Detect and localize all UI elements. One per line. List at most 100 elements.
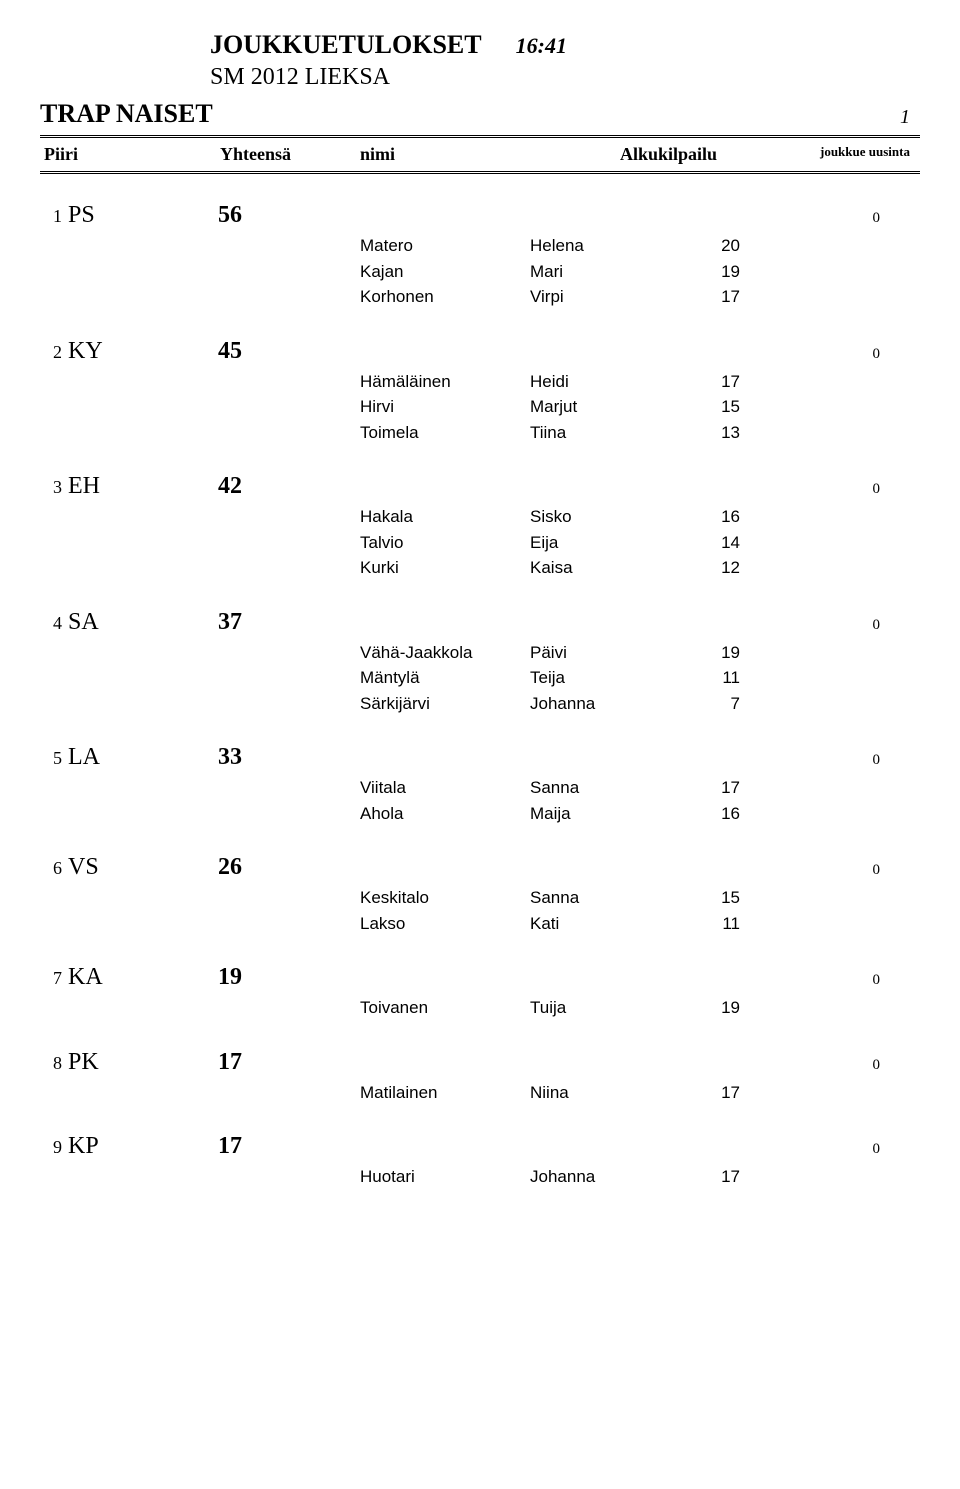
member-firstname: Teija	[530, 665, 700, 691]
member-score: 17	[700, 775, 740, 801]
spacer	[40, 885, 360, 911]
member-lastname: Matilainen	[360, 1080, 530, 1106]
member-score: 19	[700, 995, 740, 1021]
team-uusinta: 0	[873, 210, 921, 227]
team-piiri: KA	[68, 964, 218, 991]
team-rank: 1	[40, 206, 68, 227]
member-lastname: Keskitalo	[360, 885, 530, 911]
team-rank: 4	[40, 613, 68, 634]
member-firstname: Sanna	[530, 885, 700, 911]
member-row: KajanMari19	[40, 259, 920, 285]
page-number: 1	[900, 106, 910, 129]
member-firstname: Johanna	[530, 691, 700, 717]
team-summary: 6VS260	[40, 854, 920, 881]
member-row: Vähä-JaakkolaPäivi19	[40, 640, 920, 666]
team-uusinta: 0	[873, 1057, 921, 1074]
member-score: 19	[700, 259, 740, 285]
member-row: KeskitaloSanna15	[40, 885, 920, 911]
team-uusinta: 0	[873, 752, 921, 769]
team-total: 17	[218, 1049, 358, 1076]
report-header: JOUKKUETULOKSET 16:41 SM 2012 LIEKSA	[210, 30, 920, 91]
member-row: MateroHelena20	[40, 233, 920, 259]
team-piiri: PK	[68, 1049, 218, 1076]
member-score: 17	[700, 369, 740, 395]
member-lastname: Matero	[360, 233, 530, 259]
spacer	[40, 1080, 360, 1106]
team-block: 6VS260 KeskitaloSanna15LaksoKati11	[40, 854, 920, 936]
member-lastname: Hirvi	[360, 394, 530, 420]
team-summary: 5LA330	[40, 744, 920, 771]
col-nimi: nimi	[360, 144, 620, 165]
category-label: TRAP NAISET	[40, 99, 213, 129]
spacer	[40, 640, 360, 666]
members-list: HakalaSisko16TalvioEija14KurkiKaisa12	[40, 504, 920, 581]
member-lastname: Kajan	[360, 259, 530, 285]
team-piiri: LA	[68, 744, 218, 771]
team-block: 4SA370 Vähä-JaakkolaPäivi19MäntyläTeija11…	[40, 609, 920, 717]
member-lastname: Huotari	[360, 1164, 530, 1190]
team-summary: 2KY45 0	[40, 338, 920, 365]
spacer	[40, 911, 360, 937]
team-uusinta: 0	[873, 346, 921, 363]
team-total: 56	[218, 202, 358, 229]
teams-container: 1PS560MateroHelena20KajanMari19KorhonenV…	[40, 202, 920, 1190]
member-score: 19	[700, 640, 740, 666]
member-row: KorhonenVirpi17	[40, 284, 920, 310]
team-piiri: KP	[68, 1133, 218, 1160]
member-firstname: Sanna	[530, 775, 700, 801]
spacer	[40, 530, 360, 556]
team-uusinta: 0	[873, 1141, 921, 1158]
member-lastname: Ahola	[360, 801, 530, 827]
spacer	[40, 504, 360, 530]
members-list: ToivanenTuija19	[40, 995, 920, 1021]
members-list: MateroHelena20KajanMari19KorhonenVirpi17	[40, 233, 920, 310]
member-firstname: Johanna	[530, 1164, 700, 1190]
members-list: Vähä-JaakkolaPäivi19MäntyläTeija11Särkij…	[40, 640, 920, 717]
member-row: HirviMarjut15	[40, 394, 920, 420]
members-list: ViitalaSanna17AholaMaija16	[40, 775, 920, 826]
member-lastname: Toimela	[360, 420, 530, 446]
member-firstname: Kaisa	[530, 555, 700, 581]
team-uusinta: 0	[873, 862, 921, 879]
col-piiri: Piiri	[40, 144, 220, 165]
member-firstname: Mari	[530, 259, 700, 285]
member-firstname: Kati	[530, 911, 700, 937]
member-row: HuotariJohanna17	[40, 1164, 920, 1190]
col-alkukilpailu: Alkukilpailu	[620, 144, 820, 165]
team-rank: 2	[40, 342, 68, 363]
member-firstname: Helena	[530, 233, 700, 259]
member-firstname: Päivi	[530, 640, 700, 666]
team-summary: 9KP170	[40, 1133, 920, 1160]
spacer	[40, 665, 360, 691]
member-row: LaksoKati11	[40, 911, 920, 937]
team-summary: 4SA370	[40, 609, 920, 636]
member-lastname: Särkijärvi	[360, 691, 530, 717]
team-total: 45	[218, 338, 358, 365]
member-firstname: Tiina	[530, 420, 700, 446]
member-score: 17	[700, 1164, 740, 1190]
team-block: 2KY450HämäläinenHeidi17HirviMarjut15Toim…	[40, 338, 920, 446]
member-lastname: Talvio	[360, 530, 530, 556]
team-block: 7KA190ToivanenTuija19	[40, 964, 920, 1021]
team-summary: 8PK170	[40, 1049, 920, 1076]
team-piiri: PS	[68, 202, 218, 229]
member-firstname: Heidi	[530, 369, 700, 395]
team-summary: 1PS56 0	[40, 202, 920, 229]
team-uusinta: 0	[873, 972, 921, 989]
spacer	[40, 555, 360, 581]
spacer	[40, 1164, 360, 1190]
member-firstname: Tuija	[530, 995, 700, 1021]
team-piiri: EH	[68, 473, 218, 500]
spacer	[40, 394, 360, 420]
member-row: MatilainenNiina17	[40, 1080, 920, 1106]
member-score: 16	[700, 801, 740, 827]
member-firstname: Virpi	[530, 284, 700, 310]
member-firstname: Maija	[530, 801, 700, 827]
member-row: MäntyläTeija11	[40, 665, 920, 691]
team-piiri: KY	[68, 338, 218, 365]
team-block: 1PS56 0 MateroHelena20KajanMari19KorhonenV…	[40, 202, 920, 310]
category-row: TRAP NAISET 1	[40, 99, 920, 129]
members-list: MatilainenNiina17	[40, 1080, 920, 1106]
member-row: SärkijärviJohanna7	[40, 691, 920, 717]
member-row: TalvioEija14	[40, 530, 920, 556]
